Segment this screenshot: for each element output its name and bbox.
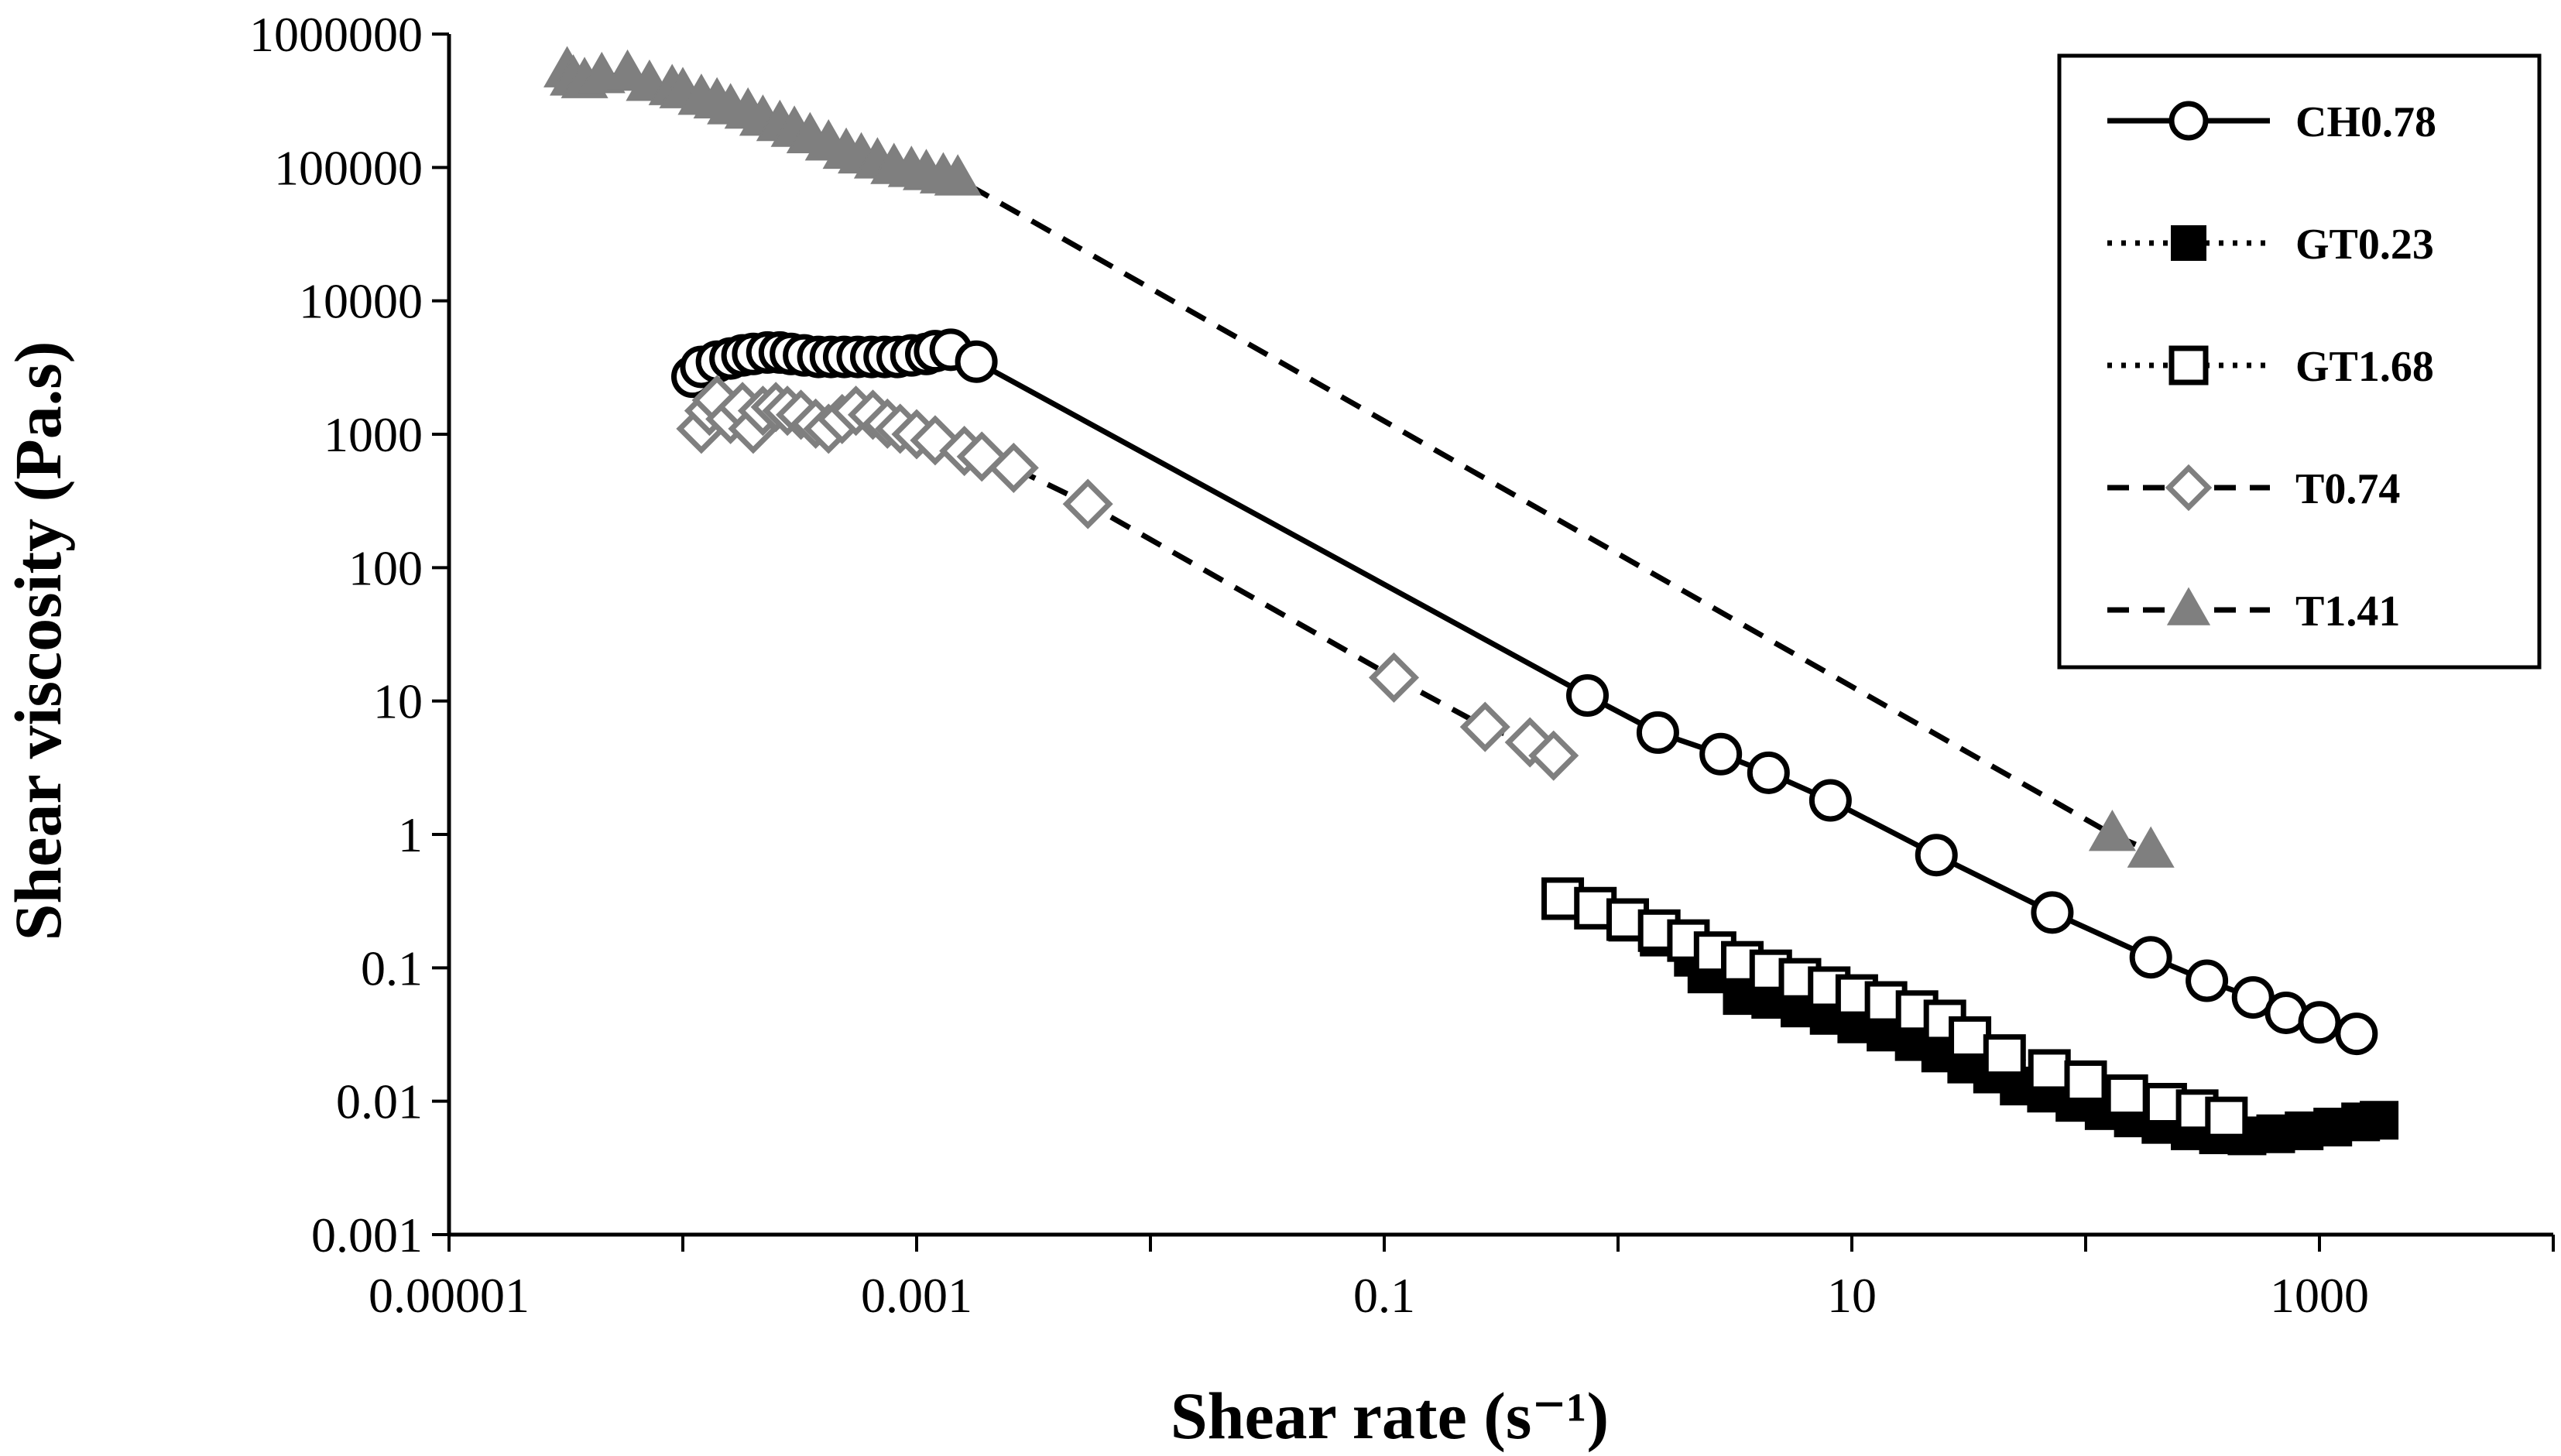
data-point [955,340,998,383]
legend-marker [2168,345,2209,385]
legend-marker [2166,587,2211,625]
y-tick-label: 0.1 [361,940,423,995]
series-markers [543,46,2399,1156]
legend-label: T0.74 [2295,465,2400,513]
x-tick-label: 10 [1827,1268,1877,1323]
data-point [1566,674,1610,718]
y-tick-label: 0.001 [311,1208,423,1262]
legend-marker [2171,225,2206,261]
legend-label: GT1.68 [2295,343,2434,391]
data-point [2088,809,2136,851]
data-point [1915,834,1958,877]
series-line-t0-74 [698,395,1555,759]
data-point [956,431,1007,482]
data-point [1368,652,1420,703]
data-point [2127,826,2175,868]
data-point [1636,711,1679,754]
y-tick-label: 10000 [299,274,423,329]
legend-label: GT0.23 [2295,221,2434,269]
data-point [2028,1049,2071,1092]
data-point [1699,732,1743,776]
data-point [2105,1074,2148,1118]
data-point [1949,1016,1992,1059]
plot-frame [447,34,2553,1237]
data-point [2064,1060,2107,1103]
legend-box [2057,53,2542,670]
x-axis-title: Shear rate (s⁻¹) [1171,1379,1609,1453]
data-point [2186,959,2229,1002]
data-point [2335,1012,2378,1056]
data-point [2360,1101,2399,1140]
legend-marker [2165,464,2213,512]
legend-label: CH0.78 [2295,98,2436,146]
legend: CH0.78 GT0.23 GT1.68 T0.74 T1.41 [2057,53,2542,670]
y-axis-ticks: 0.001 0.01 0.1 1 10 100 1000 10000 100000 1000000 [249,7,449,1262]
data-point [1983,1034,2026,1077]
legend-marker [2168,101,2209,141]
data-point [2129,936,2172,979]
x-tick-label: 1000 [2270,1268,2369,1323]
x-tick-label: 0.001 [861,1268,972,1323]
data-point [2205,1096,2248,1139]
x-tick-label: 0.1 [1353,1268,1415,1323]
y-tick-label: 1 [398,807,423,862]
y-tick-label: 1000000 [249,7,423,62]
data-point [2298,1001,2341,1044]
series-t0-74 [676,375,1579,781]
data-point [2031,891,2074,934]
y-axis-title: Shear viscosity (Pa.s) [1,341,75,941]
data-point [1459,701,1510,752]
x-axis-ticks: 0.00001 0.001 0.1 10 1000 [369,1235,2555,1323]
y-tick-label: 0.01 [336,1074,423,1129]
y-tick-label: 100 [348,540,423,595]
data-point [988,442,1039,493]
data-point [1747,751,1790,794]
data-point [1808,779,1852,822]
series-gt1-68 [1541,877,2248,1139]
data-point [1528,730,1579,781]
series-line-t1-41 [564,69,2152,854]
series-t1-41 [543,46,2175,868]
y-tick-label: 1000 [324,407,423,462]
y-tick-label: 10 [373,674,423,729]
data-point [1062,478,1113,529]
legend-label: T1.41 [2295,588,2400,636]
series-ch0-78 [671,328,2378,1056]
x-tick-label: 0.00001 [369,1268,530,1323]
data-point [934,154,982,196]
y-tick-label: 100000 [274,140,423,195]
